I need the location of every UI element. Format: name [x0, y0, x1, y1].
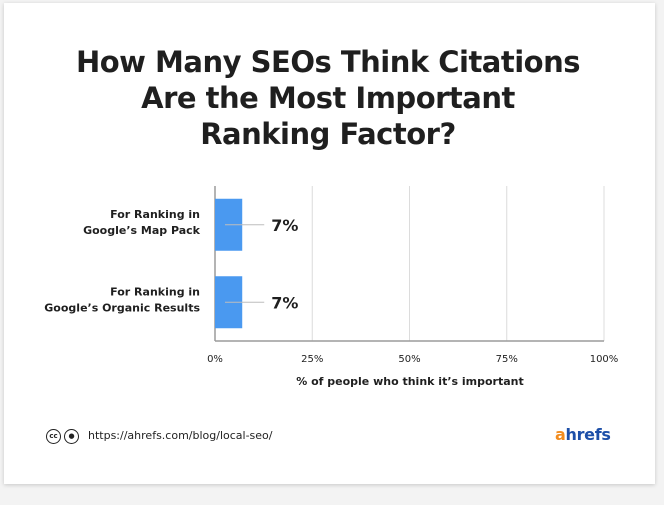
category-label: For Ranking in: [110, 208, 200, 221]
x-tick-label: 25%: [301, 354, 323, 365]
logo-rest: hrefs: [565, 425, 611, 444]
grid-lines: [311, 186, 605, 341]
title-line-2: Are the Most Important: [141, 81, 515, 115]
x-axis-label: % of people who think it’s important: [296, 375, 524, 388]
value-label: 7%: [271, 293, 298, 312]
title-line-3: Ranking Factor?: [200, 117, 456, 151]
x-tick-labels: 0% 25% 50% 75% 100%: [207, 354, 618, 365]
license-icons: cc ●: [46, 429, 79, 444]
category-label: Google’s Map Pack: [83, 224, 201, 237]
bars: 7% 7%: [215, 198, 298, 329]
by-icon: ●: [64, 429, 79, 444]
source-url[interactable]: https://ahrefs.com/blog/local-seo/: [88, 429, 273, 442]
chart-title: How Many SEOs Think Citations Are the Mo…: [0, 44, 656, 152]
cc-icon: cc: [46, 429, 61, 444]
category-label: Google’s Organic Results: [44, 301, 200, 314]
chart-card: [4, 3, 655, 484]
category-label: For Ranking in: [110, 285, 200, 298]
x-tick-label: 100%: [590, 354, 619, 365]
logo-prefix: a: [555, 425, 566, 444]
value-label: 7%: [271, 216, 298, 235]
ahrefs-logo: ahrefs: [555, 425, 611, 444]
x-tick-label: 75%: [496, 354, 518, 365]
x-tick-label: 0%: [207, 354, 223, 365]
category-labels: For Ranking in Google’s Map Pack For Ranki…: [44, 208, 200, 315]
x-tick-label: 50%: [398, 354, 420, 365]
title-line-1: How Many SEOs Think Citations: [75, 45, 581, 79]
